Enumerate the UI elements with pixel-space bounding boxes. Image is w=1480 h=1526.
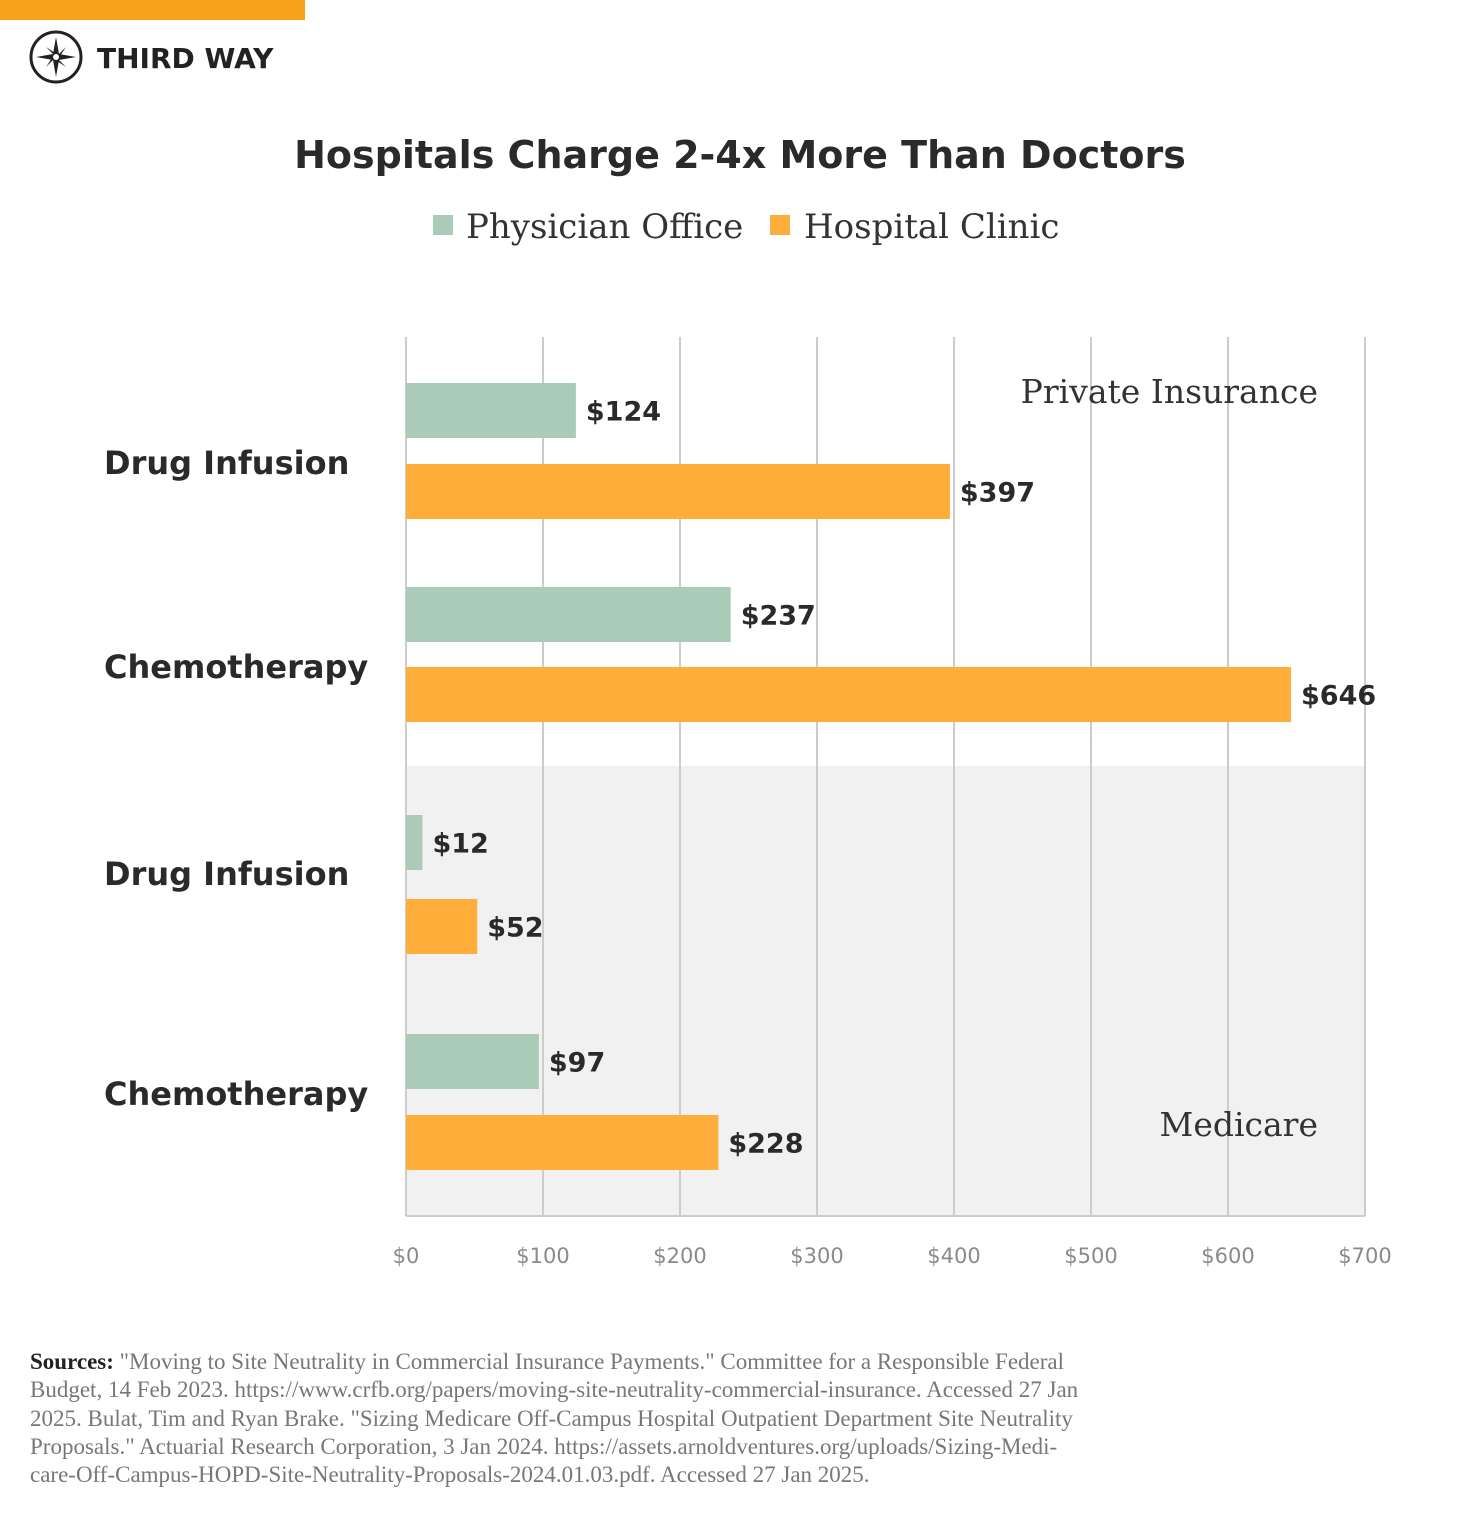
legend: Physician Office Hospital Clinic <box>433 207 1059 247</box>
legend-swatch-hospital <box>770 215 790 235</box>
third-way-logo: THIRD WAY <box>29 30 274 84</box>
group-label-medicare: Medicare <box>1160 1105 1318 1144</box>
bar-hospital-clinic <box>406 899 478 954</box>
sources-line: care-Off-Campus-HOPD-Site-Neutrality-Pro… <box>30 1462 870 1488</box>
sources-line: "Moving to Site Neutrality in Commercial… <box>113 1349 1064 1374</box>
bar-hospital-clinic <box>406 1115 719 1170</box>
x-tick-label: $200 <box>653 1244 706 1268</box>
sources-note: Sources: "Moving to Site Neutrality in C… <box>30 1348 1450 1489</box>
legend-label-physician: Physician Office <box>466 207 743 247</box>
brand-accent-bar <box>0 0 305 20</box>
x-tick-label: $0 <box>393 1244 420 1268</box>
data-label: $228 <box>728 1129 803 1160</box>
x-tick-label: $500 <box>1064 1244 1117 1268</box>
legend-swatch-physician <box>433 215 453 235</box>
data-label: $646 <box>1301 681 1376 712</box>
data-label: $12 <box>432 829 488 860</box>
compass-icon <box>29 30 83 84</box>
data-label: $97 <box>549 1048 605 1079</box>
category-label: Chemotherapy <box>104 1075 368 1113</box>
legend-label-hospital: Hospital Clinic <box>804 207 1059 247</box>
chart-title: Hospitals Charge 2-4x More Than Doctors <box>294 133 1186 177</box>
brand-name: THIRD WAY <box>97 42 274 75</box>
group-label-private-insurance: Private Insurance <box>1021 372 1318 411</box>
category-label: Chemotherapy <box>104 648 368 686</box>
x-tick-label: $700 <box>1338 1244 1391 1268</box>
sources-line: Budget, 14 Feb 2023. https://www.crfb.or… <box>30 1377 1079 1403</box>
data-label: $397 <box>960 478 1035 509</box>
category-label: Drug Infusion <box>104 855 349 893</box>
sources-label: Sources: <box>30 1349 114 1374</box>
bar-hospital-clinic <box>406 464 950 519</box>
data-label: $52 <box>487 913 543 944</box>
bar-physician-office <box>406 815 423 870</box>
bar-physician-office <box>406 587 731 642</box>
sources-line: 2025. Bulat, Tim and Ryan Brake. "Sizing… <box>30 1405 1073 1431</box>
sources-line: Proposals." Actuarial Research Corporati… <box>30 1433 1058 1459</box>
bar-physician-office <box>406 1034 539 1089</box>
x-tick-label: $600 <box>1201 1244 1254 1268</box>
x-tick-label: $100 <box>516 1244 569 1268</box>
bar-hospital-clinic <box>406 667 1292 722</box>
data-label: $124 <box>586 397 661 428</box>
bar-physician-office <box>406 383 576 438</box>
x-tick-label: $400 <box>927 1244 980 1268</box>
category-label: Drug Infusion <box>104 444 349 482</box>
data-label: $237 <box>741 601 816 632</box>
x-tick-label: $300 <box>790 1244 843 1268</box>
